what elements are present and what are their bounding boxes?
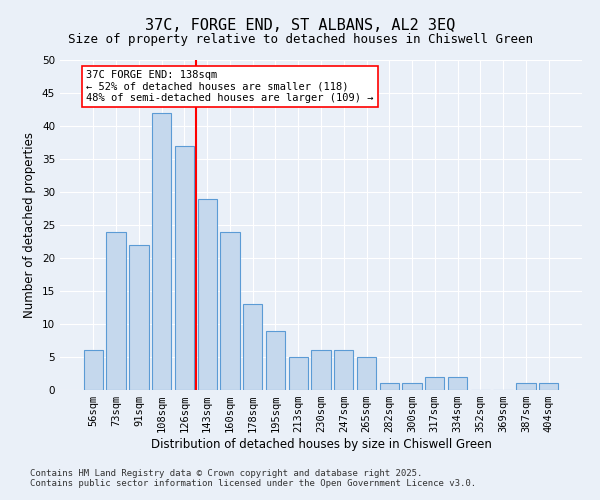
Y-axis label: Number of detached properties: Number of detached properties [23,132,37,318]
Text: Contains public sector information licensed under the Open Government Licence v3: Contains public sector information licen… [30,478,476,488]
Bar [106,232,126,390]
Bar [448,377,467,390]
Bar [129,245,149,390]
Bar [84,350,103,390]
Bar [539,384,558,390]
Bar [357,357,376,390]
Bar [197,198,217,390]
Bar [403,384,422,390]
Text: Size of property relative to detached houses in Chiswell Green: Size of property relative to detached ho… [67,32,533,46]
Bar [220,232,239,390]
Bar [425,377,445,390]
Bar [175,146,194,390]
Bar [289,357,308,390]
Text: 37C, FORGE END, ST ALBANS, AL2 3EQ: 37C, FORGE END, ST ALBANS, AL2 3EQ [145,18,455,32]
X-axis label: Distribution of detached houses by size in Chiswell Green: Distribution of detached houses by size … [151,438,491,451]
Bar [334,350,353,390]
Bar [152,113,172,390]
Text: Contains HM Land Registry data © Crown copyright and database right 2025.: Contains HM Land Registry data © Crown c… [30,468,422,477]
Bar [380,384,399,390]
Text: 37C FORGE END: 138sqm
← 52% of detached houses are smaller (118)
48% of semi-det: 37C FORGE END: 138sqm ← 52% of detached … [86,70,374,103]
Bar [516,384,536,390]
Bar [243,304,262,390]
Bar [311,350,331,390]
Bar [266,330,285,390]
